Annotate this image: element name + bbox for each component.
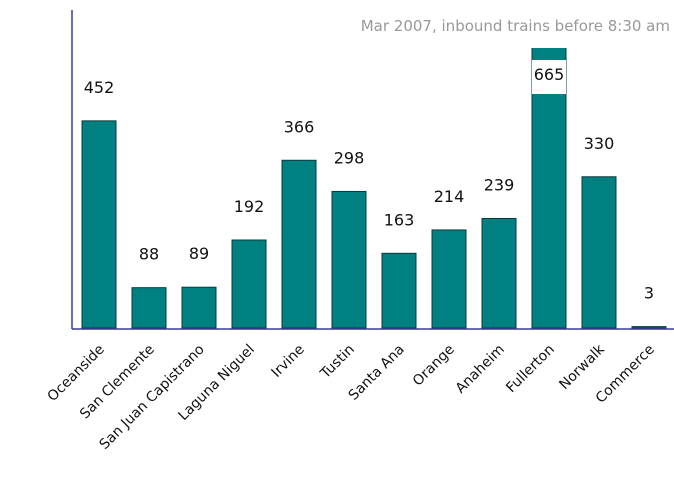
value-label: 88 — [139, 245, 159, 264]
value-label: 89 — [189, 244, 209, 263]
bar — [481, 217, 517, 329]
value-label: 163 — [384, 210, 415, 229]
value-label: 298 — [334, 148, 365, 167]
bar — [431, 229, 467, 329]
x-tick-label: Irvine — [269, 342, 308, 381]
bar — [631, 326, 667, 329]
bar — [331, 190, 367, 329]
value-label: 366 — [284, 117, 315, 136]
bar — [381, 252, 417, 329]
chart-subtitle: Mar 2007, inbound trains before 8:30 am — [361, 17, 670, 35]
x-tick-label: Norwalk — [556, 341, 608, 393]
value-label: 3 — [644, 284, 654, 303]
value-label: 214 — [434, 187, 465, 206]
bar — [531, 48, 567, 329]
x-tick-label: Anaheim — [453, 342, 508, 397]
bar — [81, 120, 117, 329]
value-label: 239 — [484, 175, 515, 194]
value-label: 452 — [84, 78, 115, 97]
bar — [581, 176, 617, 329]
value-label: 330 — [584, 134, 615, 153]
value-label: 192 — [234, 197, 265, 216]
bar — [131, 287, 167, 329]
x-tick-label: Orange — [410, 342, 458, 390]
label-bg — [532, 60, 566, 94]
value-label: 665 — [534, 65, 565, 84]
x-tick-label: Fullerton — [503, 342, 558, 397]
bar — [231, 239, 267, 329]
x-tick-label: Tustin — [317, 342, 358, 383]
bar — [181, 286, 217, 329]
bar — [281, 159, 317, 329]
bars — [81, 48, 667, 329]
